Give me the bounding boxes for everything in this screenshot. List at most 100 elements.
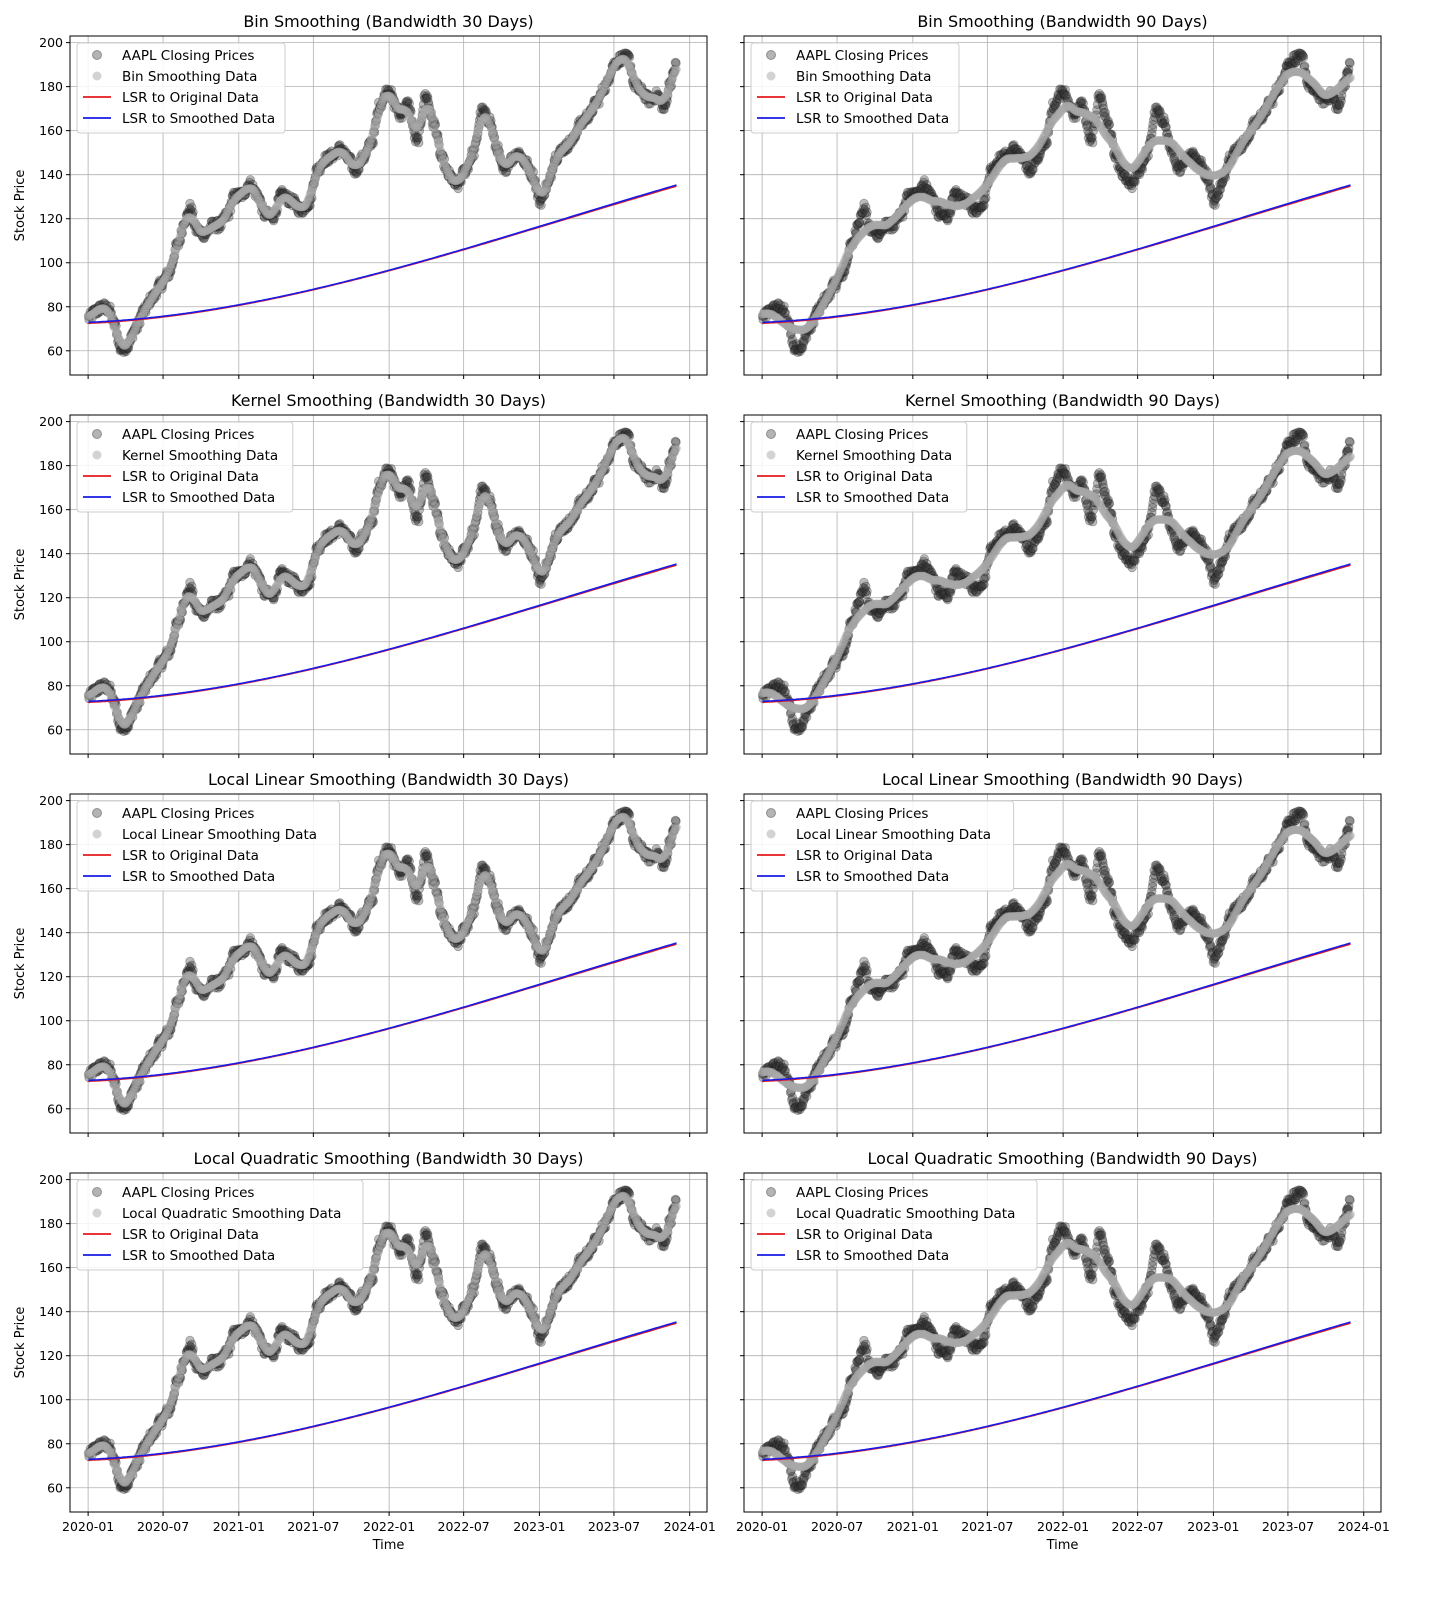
closing-price-point — [779, 687, 790, 697]
closing-price-point — [1102, 117, 1113, 127]
closing-price-point — [974, 200, 984, 211]
closing-price-point — [1027, 159, 1037, 169]
y-tick-label: 60 — [47, 722, 63, 737]
closing-price-point — [1334, 100, 1345, 111]
closing-price-point — [971, 587, 982, 597]
closing-price-point — [1055, 84, 1065, 94]
closing-price-point — [975, 202, 986, 212]
closing-price-point — [1125, 176, 1136, 187]
closing-price-point — [775, 300, 786, 310]
closing-price-point — [1098, 100, 1108, 110]
closing-price-point — [937, 587, 947, 598]
closing-price-point — [939, 589, 949, 600]
closing-price-point — [904, 188, 914, 198]
closing-price-point — [852, 598, 863, 609]
closing-price-point — [902, 187, 913, 198]
closing-price-point — [1176, 160, 1186, 171]
closing-price-point — [412, 512, 423, 522]
closing-price-point — [779, 680, 789, 690]
axes-frame — [69, 414, 708, 755]
closing-price-point — [1148, 115, 1159, 125]
closing-price-point — [918, 180, 928, 191]
y-tick-label: 200 — [39, 35, 63, 50]
closing-price-point — [777, 306, 787, 316]
plot-area — [757, 427, 1355, 737]
closing-price-point — [1284, 57, 1294, 68]
closing-price-point — [943, 214, 953, 224]
y-tick-label: 60 — [47, 343, 63, 358]
subplot-1: Bin Smoothing (Bandwidth 30 Days)6080100… — [13, 12, 708, 379]
y-tick-label: 200 — [39, 414, 63, 429]
closing-price-point — [790, 723, 801, 734]
closing-price-point — [852, 599, 862, 609]
closing-price-point — [943, 593, 953, 603]
closing-price-point — [874, 608, 884, 618]
closing-price-point — [1101, 112, 1111, 122]
closing-price-point — [1295, 48, 1305, 59]
closing-price-point — [1081, 121, 1092, 131]
closing-price-point — [1147, 123, 1158, 134]
closing-price-point — [854, 217, 865, 228]
closing-price-point — [798, 336, 808, 346]
legend-box — [76, 42, 286, 134]
closing-price-point — [875, 609, 885, 619]
closing-price-point — [773, 299, 784, 309]
closing-price-point — [932, 205, 943, 215]
closing-price-point — [979, 574, 990, 584]
closing-price-point — [1114, 164, 1124, 175]
closing-price-point — [972, 587, 982, 597]
closing-price-point — [977, 581, 987, 592]
closing-price-point — [1152, 104, 1162, 114]
legend-marker-closing — [766, 50, 776, 60]
closing-price-point — [1092, 99, 1103, 110]
closing-price-point — [774, 303, 784, 314]
closing-price-point — [1083, 133, 1094, 143]
closing-price-point — [981, 572, 991, 582]
closing-price-point — [1104, 119, 1115, 130]
legend-label: LSR to Original Data — [122, 90, 259, 106]
closing-price-point — [422, 91, 432, 101]
closing-price-point — [802, 712, 812, 722]
closing-price-point — [1216, 178, 1227, 189]
closing-price-point — [871, 230, 881, 241]
closing-price-point — [1049, 100, 1060, 111]
closing-price-point — [952, 567, 962, 577]
closing-price-point — [185, 577, 195, 588]
closing-price-point — [855, 589, 866, 600]
closing-price-point — [787, 713, 798, 724]
closing-price-point — [976, 581, 987, 591]
closing-price-point — [1294, 50, 1305, 60]
closing-price-point — [1052, 96, 1062, 106]
closing-price-point — [859, 205, 870, 215]
closing-price-point — [245, 175, 256, 185]
closing-price-point — [1188, 148, 1199, 158]
closing-price-point — [1076, 96, 1086, 107]
closing-price-point — [1082, 120, 1093, 130]
closing-price-point — [1157, 118, 1168, 129]
closing-price-point — [1121, 175, 1131, 186]
closing-price-point — [1011, 144, 1022, 154]
closing-price-point — [1151, 108, 1161, 119]
closing-price-point — [1059, 89, 1070, 99]
closing-price-point — [1083, 126, 1093, 136]
closing-price-point — [1293, 48, 1304, 58]
closing-price-point — [412, 514, 422, 524]
closing-price-point — [1296, 49, 1307, 59]
closing-price-point — [419, 90, 429, 101]
closing-price-point — [411, 516, 421, 526]
closing-price-point — [874, 608, 885, 618]
closing-price-point — [412, 135, 422, 145]
closing-price-point — [920, 561, 930, 572]
closing-price-point — [794, 340, 805, 350]
closing-price-point — [1093, 93, 1104, 104]
closing-price-point — [1196, 155, 1207, 165]
closing-price-point — [951, 567, 962, 577]
closing-price-point — [1119, 169, 1130, 179]
closing-price-point — [413, 512, 423, 522]
legend-label: Bin Smoothing Data — [122, 69, 257, 85]
closing-price-point — [1344, 57, 1355, 68]
closing-price-point — [1169, 152, 1180, 163]
closing-price-point — [854, 597, 864, 608]
closing-price-point — [773, 677, 783, 687]
closing-price-point — [858, 204, 869, 214]
